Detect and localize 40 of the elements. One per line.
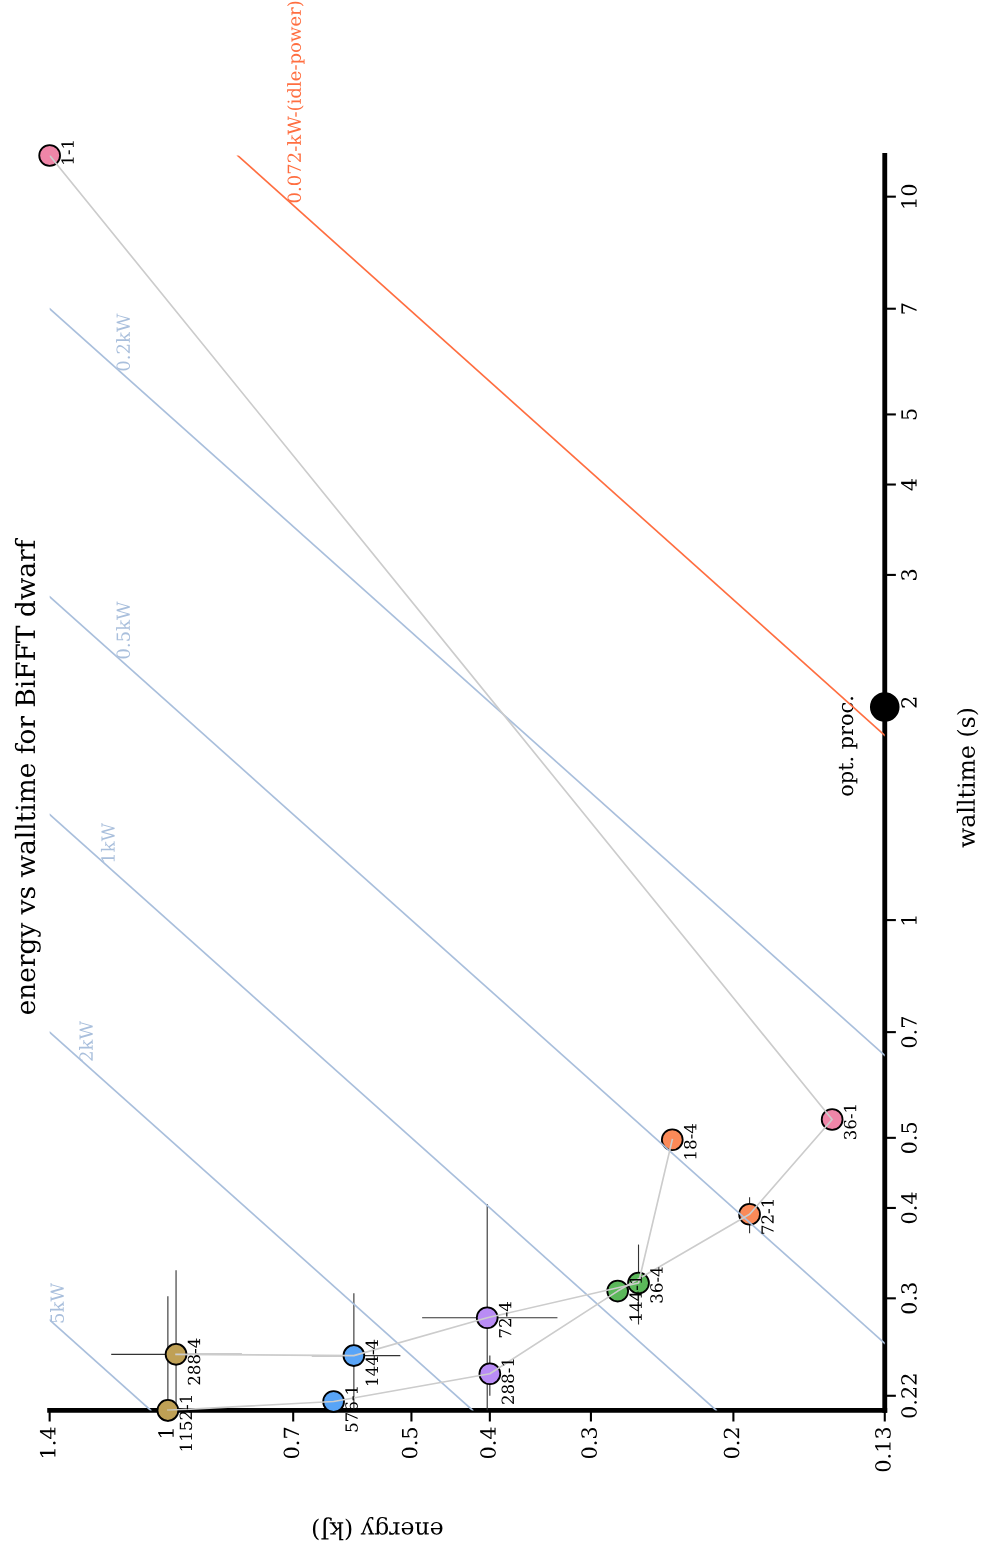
x-tick-label: 1.4 <box>39 1427 56 1457</box>
y-tick-label: 10 <box>901 184 917 208</box>
text: energy vs walltime for BiFFT dwarf <box>14 538 41 1015</box>
annotation: 1-1 <box>61 141 74 164</box>
y-tick-label: 0.22 <box>901 1374 917 1418</box>
text: 2kW <box>78 1021 93 1061</box>
x-tick-label: 0.13 <box>875 1427 891 1472</box>
y-tick-label: 1 <box>901 916 917 925</box>
annotation: 144-4 <box>365 1339 378 1385</box>
annotation: 18-4 <box>683 1123 697 1159</box>
text: 1kW <box>100 822 115 862</box>
x-tick-label: 0.7 <box>283 1427 300 1459</box>
y-tick-label: 0.3 <box>901 1283 917 1314</box>
text: opt. proc. <box>838 697 858 796</box>
text: 0.072-kW-(idle-power) <box>287 1 305 203</box>
x-tick-label: 0.3 <box>581 1427 597 1459</box>
annotation: 288-4 <box>187 1338 201 1385</box>
y-tick-label: 7 <box>901 303 917 314</box>
y-tick-label: 0.5 <box>901 1122 917 1154</box>
x-tick-label: 0.4 <box>480 1427 496 1459</box>
x-tick-label: 0.5 <box>401 1427 418 1459</box>
y-axis-title: walltime (s) <box>956 708 979 848</box>
y-tick-label: 0.7 <box>901 1017 917 1048</box>
x-axis-title: energy (kJ) <box>312 1516 443 1541</box>
y-tick-label: 4 <box>901 478 917 491</box>
annotation: 72-4 <box>498 1301 512 1338</box>
annotation: 72-1 <box>761 1200 774 1234</box>
annotation: 36-4 <box>650 1267 663 1303</box>
annotation: 36-1 <box>843 1105 857 1140</box>
y-tick-label: 2 <box>901 697 917 708</box>
annotation: 288-1 <box>501 1359 515 1404</box>
text: 5kW <box>50 1283 64 1323</box>
y-tick-label: 0.4 <box>901 1192 917 1224</box>
x-tick-label: 0.2 <box>723 1428 740 1459</box>
text: 0.5kW <box>116 601 131 659</box>
annotation: 144-1 <box>629 1276 642 1321</box>
y-tick-label: 5 <box>901 409 917 420</box>
x-tick-label: 1 <box>158 1429 174 1438</box>
text: 0.2kW <box>116 313 131 371</box>
y-tick-label: 3 <box>901 569 917 580</box>
